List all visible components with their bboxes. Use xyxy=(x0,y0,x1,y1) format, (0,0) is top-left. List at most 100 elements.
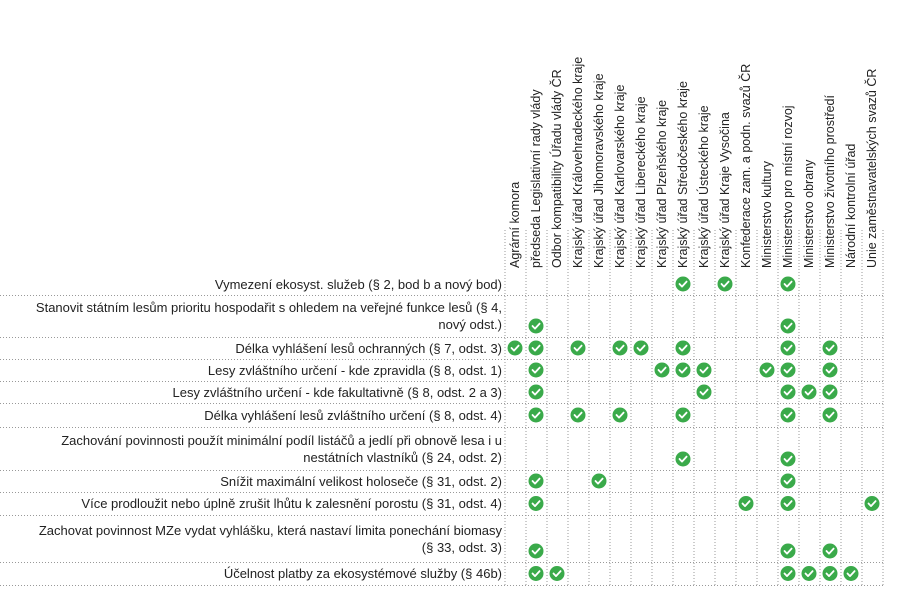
check-circle xyxy=(696,362,712,378)
column-header: Konfederace zam. a podn. svazů ČR xyxy=(738,64,753,268)
check-circle xyxy=(675,340,691,356)
check-circle xyxy=(549,566,565,581)
check-icon xyxy=(591,473,607,489)
check-circle xyxy=(528,543,544,559)
check-tick xyxy=(531,388,541,396)
check-icon xyxy=(528,543,544,559)
check-tick xyxy=(783,500,793,507)
check-icon xyxy=(822,384,838,400)
check-icon xyxy=(612,340,628,356)
check-icon xyxy=(528,318,544,334)
check-icon xyxy=(780,407,796,423)
check-circle xyxy=(780,318,796,334)
row-label: Vymezení ekosyst. služeb (§ 2, bod b a n… xyxy=(214,276,502,292)
check-circle xyxy=(780,496,796,511)
check-circle xyxy=(801,566,817,581)
check-circle xyxy=(822,340,838,356)
check-circle xyxy=(528,318,544,334)
row-label: Více prodloužit nebo úplně zrušit lhůtu … xyxy=(81,496,502,511)
column-header: Krajský úřad Středočeského kraje xyxy=(676,81,690,268)
column-header: Ministerstvo kultury xyxy=(760,160,774,268)
check-icon xyxy=(528,340,544,356)
check-circle xyxy=(696,384,712,400)
check-icon xyxy=(822,407,838,423)
check-icon xyxy=(696,362,712,378)
row-label: Zachovat povinnost MZe vydat vyhlášku, k… xyxy=(38,522,502,555)
column-header: Odbor kompatibility Úřadu vlády ČR xyxy=(549,69,564,268)
check-icon xyxy=(528,473,544,489)
check-tick xyxy=(699,388,709,396)
check-circle xyxy=(507,340,523,356)
check-tick xyxy=(720,280,730,288)
check-icon xyxy=(801,384,817,400)
check-icon xyxy=(528,407,544,423)
check-circle xyxy=(570,407,586,423)
check-circle xyxy=(528,473,544,489)
check-icon xyxy=(780,473,796,489)
check-circle xyxy=(780,384,796,400)
check-icon xyxy=(528,566,544,581)
check-tick xyxy=(531,547,541,555)
check-icon xyxy=(780,496,796,511)
check-tick xyxy=(783,547,793,555)
check-circle xyxy=(528,340,544,356)
check-circle xyxy=(675,451,691,467)
check-tick xyxy=(783,477,793,485)
check-tick xyxy=(531,344,541,352)
check-circle xyxy=(570,340,586,356)
check-circle xyxy=(528,384,544,400)
column-header: Ministerstvo obrany xyxy=(802,159,816,268)
check-circle xyxy=(780,566,796,581)
check-circle xyxy=(612,407,628,423)
check-circle xyxy=(654,362,670,378)
check-icon xyxy=(759,362,775,378)
check-icon xyxy=(780,566,796,581)
check-circle xyxy=(759,362,775,378)
column-header: Ministerstvo životního prostředí xyxy=(823,94,837,268)
check-tick xyxy=(657,366,667,374)
column-header: Krajský úřad Karlovarského kraje xyxy=(613,85,627,268)
check-tick xyxy=(825,570,835,577)
check-icon xyxy=(864,496,880,511)
check-circle xyxy=(780,543,796,559)
check-tick xyxy=(678,280,688,288)
check-circle xyxy=(591,473,607,489)
row-label: Zachování povinnosti použít minimální po… xyxy=(61,432,502,465)
check-tick xyxy=(825,388,835,396)
column-header: předseda Legislativní rady vlády xyxy=(529,89,543,268)
check-tick xyxy=(741,500,751,507)
check-tick xyxy=(678,455,688,463)
check-tick xyxy=(762,366,772,374)
check-circle xyxy=(717,276,733,292)
check-tick xyxy=(783,411,793,419)
check-icon xyxy=(780,543,796,559)
check-tick xyxy=(678,411,688,419)
check-tick xyxy=(531,477,541,485)
check-icon xyxy=(633,340,649,356)
check-circle xyxy=(780,473,796,489)
column-header: Ministerstvo pro místní rozvoj xyxy=(781,105,795,268)
check-icon xyxy=(822,566,838,581)
check-circle xyxy=(822,407,838,423)
check-icon xyxy=(780,318,796,334)
check-tick xyxy=(846,570,856,577)
check-tick xyxy=(825,411,835,419)
check-tick xyxy=(531,322,541,330)
check-circle xyxy=(738,496,754,511)
check-tick xyxy=(531,366,541,374)
check-tick xyxy=(573,344,583,352)
row-label: Účelnost platby za ekosystémové služby (… xyxy=(223,566,502,581)
column-header: Krajský úřad Královehradeckého kraje xyxy=(571,57,585,268)
check-icon xyxy=(570,340,586,356)
check-icon xyxy=(822,340,838,356)
check-icon xyxy=(843,566,859,581)
row-label: Lesy zvláštního určení - kde fakultativn… xyxy=(172,384,502,400)
check-circle xyxy=(528,566,544,581)
check-tick xyxy=(825,547,835,555)
check-tick xyxy=(867,500,877,507)
check-icon xyxy=(780,451,796,467)
row-label: Snížit maximální velikost holoseče (§ 31… xyxy=(220,473,502,489)
check-circle xyxy=(528,496,544,511)
check-circle xyxy=(675,276,691,292)
